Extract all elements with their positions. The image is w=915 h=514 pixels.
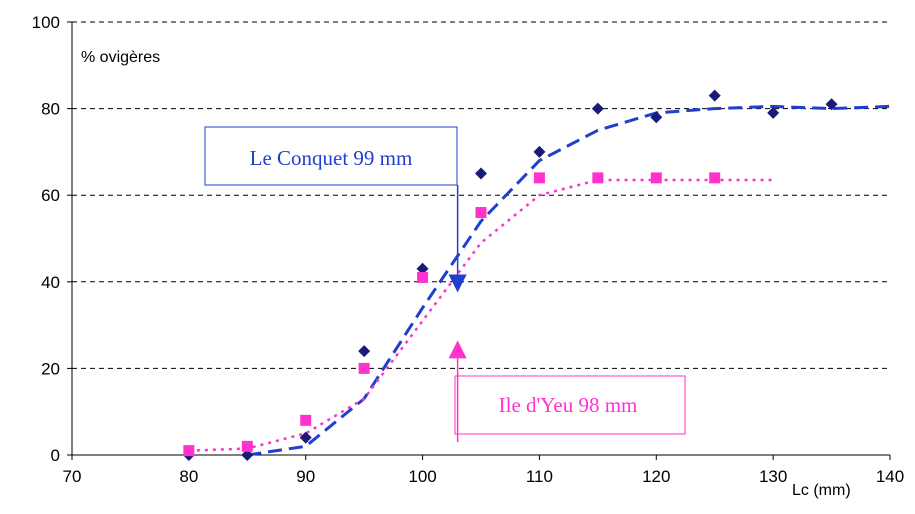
point-diamond-90 — [299, 431, 312, 444]
point-diamond-135 — [825, 98, 838, 111]
x-tick-label-120: 120 — [642, 467, 670, 486]
y-tick-label-60: 60 — [41, 186, 60, 205]
fitted-curves — [188, 104, 891, 457]
point-square-95 — [358, 362, 370, 374]
label-le-conquet: Le Conquet 99 mm — [250, 146, 413, 170]
point-square-125 — [709, 172, 721, 184]
point-square-90 — [300, 414, 312, 426]
x-tick-label-110: 110 — [526, 467, 553, 486]
x-tick-label-100: 100 — [408, 467, 436, 486]
x-tick-label-130: 130 — [759, 467, 787, 486]
y-axis-title: % ovigères — [81, 49, 160, 66]
point-square-115 — [592, 172, 604, 184]
point-diamond-85 — [241, 449, 254, 461]
y-tick-label-0: 0 — [51, 446, 60, 465]
x-tick-label-140: 140 — [876, 467, 904, 486]
y-tick-label-100: 100 — [32, 13, 60, 32]
grid — [72, 21, 890, 369]
point-diamond-115 — [591, 102, 604, 115]
point-diamond-125 — [708, 89, 721, 102]
x-tick-label-70: 70 — [63, 467, 82, 486]
point-diamond-130 — [767, 106, 780, 119]
x-tick-label-90: 90 — [296, 467, 315, 486]
label-box-le-conquet — [204, 126, 458, 186]
y-tick-label-80: 80 — [41, 100, 60, 119]
point-diamond-105 — [475, 167, 487, 180]
axes: 0 20 40 60 80 100 70 80 90 100 110 120 130 140 — [32, 13, 905, 486]
data-points — [182, 89, 838, 461]
point-square-105 — [475, 207, 487, 219]
fit-curve-dotted — [188, 178, 774, 452]
point-square-110 — [533, 172, 545, 184]
point-diamond-100 — [416, 262, 429, 275]
label-box-ile-dyeu — [454, 375, 686, 435]
point-diamond-110 — [533, 145, 546, 158]
arrow-head-ile-dyeu — [448, 340, 467, 359]
fit-curve-dashed — [247, 104, 891, 457]
y-tick-label-20: 20 — [41, 359, 60, 378]
point-square-80 — [183, 445, 195, 457]
x-tick-label-80: 80 — [179, 467, 198, 486]
annotations: Le Conquet 99 mm Ile d'Yeu 98 mm — [204, 126, 686, 443]
arrow-head-le-conquet — [448, 274, 467, 293]
y-tick-label-40: 40 — [41, 273, 60, 292]
label-ile-dyeu: Ile d'Yeu 98 mm — [499, 393, 638, 417]
x-axis-title: Lc (mm) — [792, 482, 851, 499]
point-square-120 — [650, 172, 662, 184]
point-square-85 — [241, 440, 253, 452]
point-diamond-95 — [358, 345, 371, 358]
point-diamond-120 — [650, 111, 663, 124]
point-square-100 — [417, 271, 429, 283]
